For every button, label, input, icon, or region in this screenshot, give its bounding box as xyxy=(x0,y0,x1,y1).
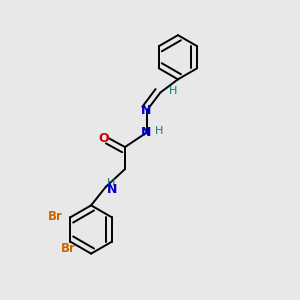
Text: N: N xyxy=(107,183,118,196)
Text: Br: Br xyxy=(48,210,63,223)
Text: O: O xyxy=(98,132,109,145)
Text: N: N xyxy=(140,104,151,117)
Text: Br: Br xyxy=(61,242,76,255)
Text: H: H xyxy=(155,126,164,136)
Text: H: H xyxy=(169,86,177,96)
Text: N: N xyxy=(140,126,151,139)
Text: H: H xyxy=(107,178,116,188)
